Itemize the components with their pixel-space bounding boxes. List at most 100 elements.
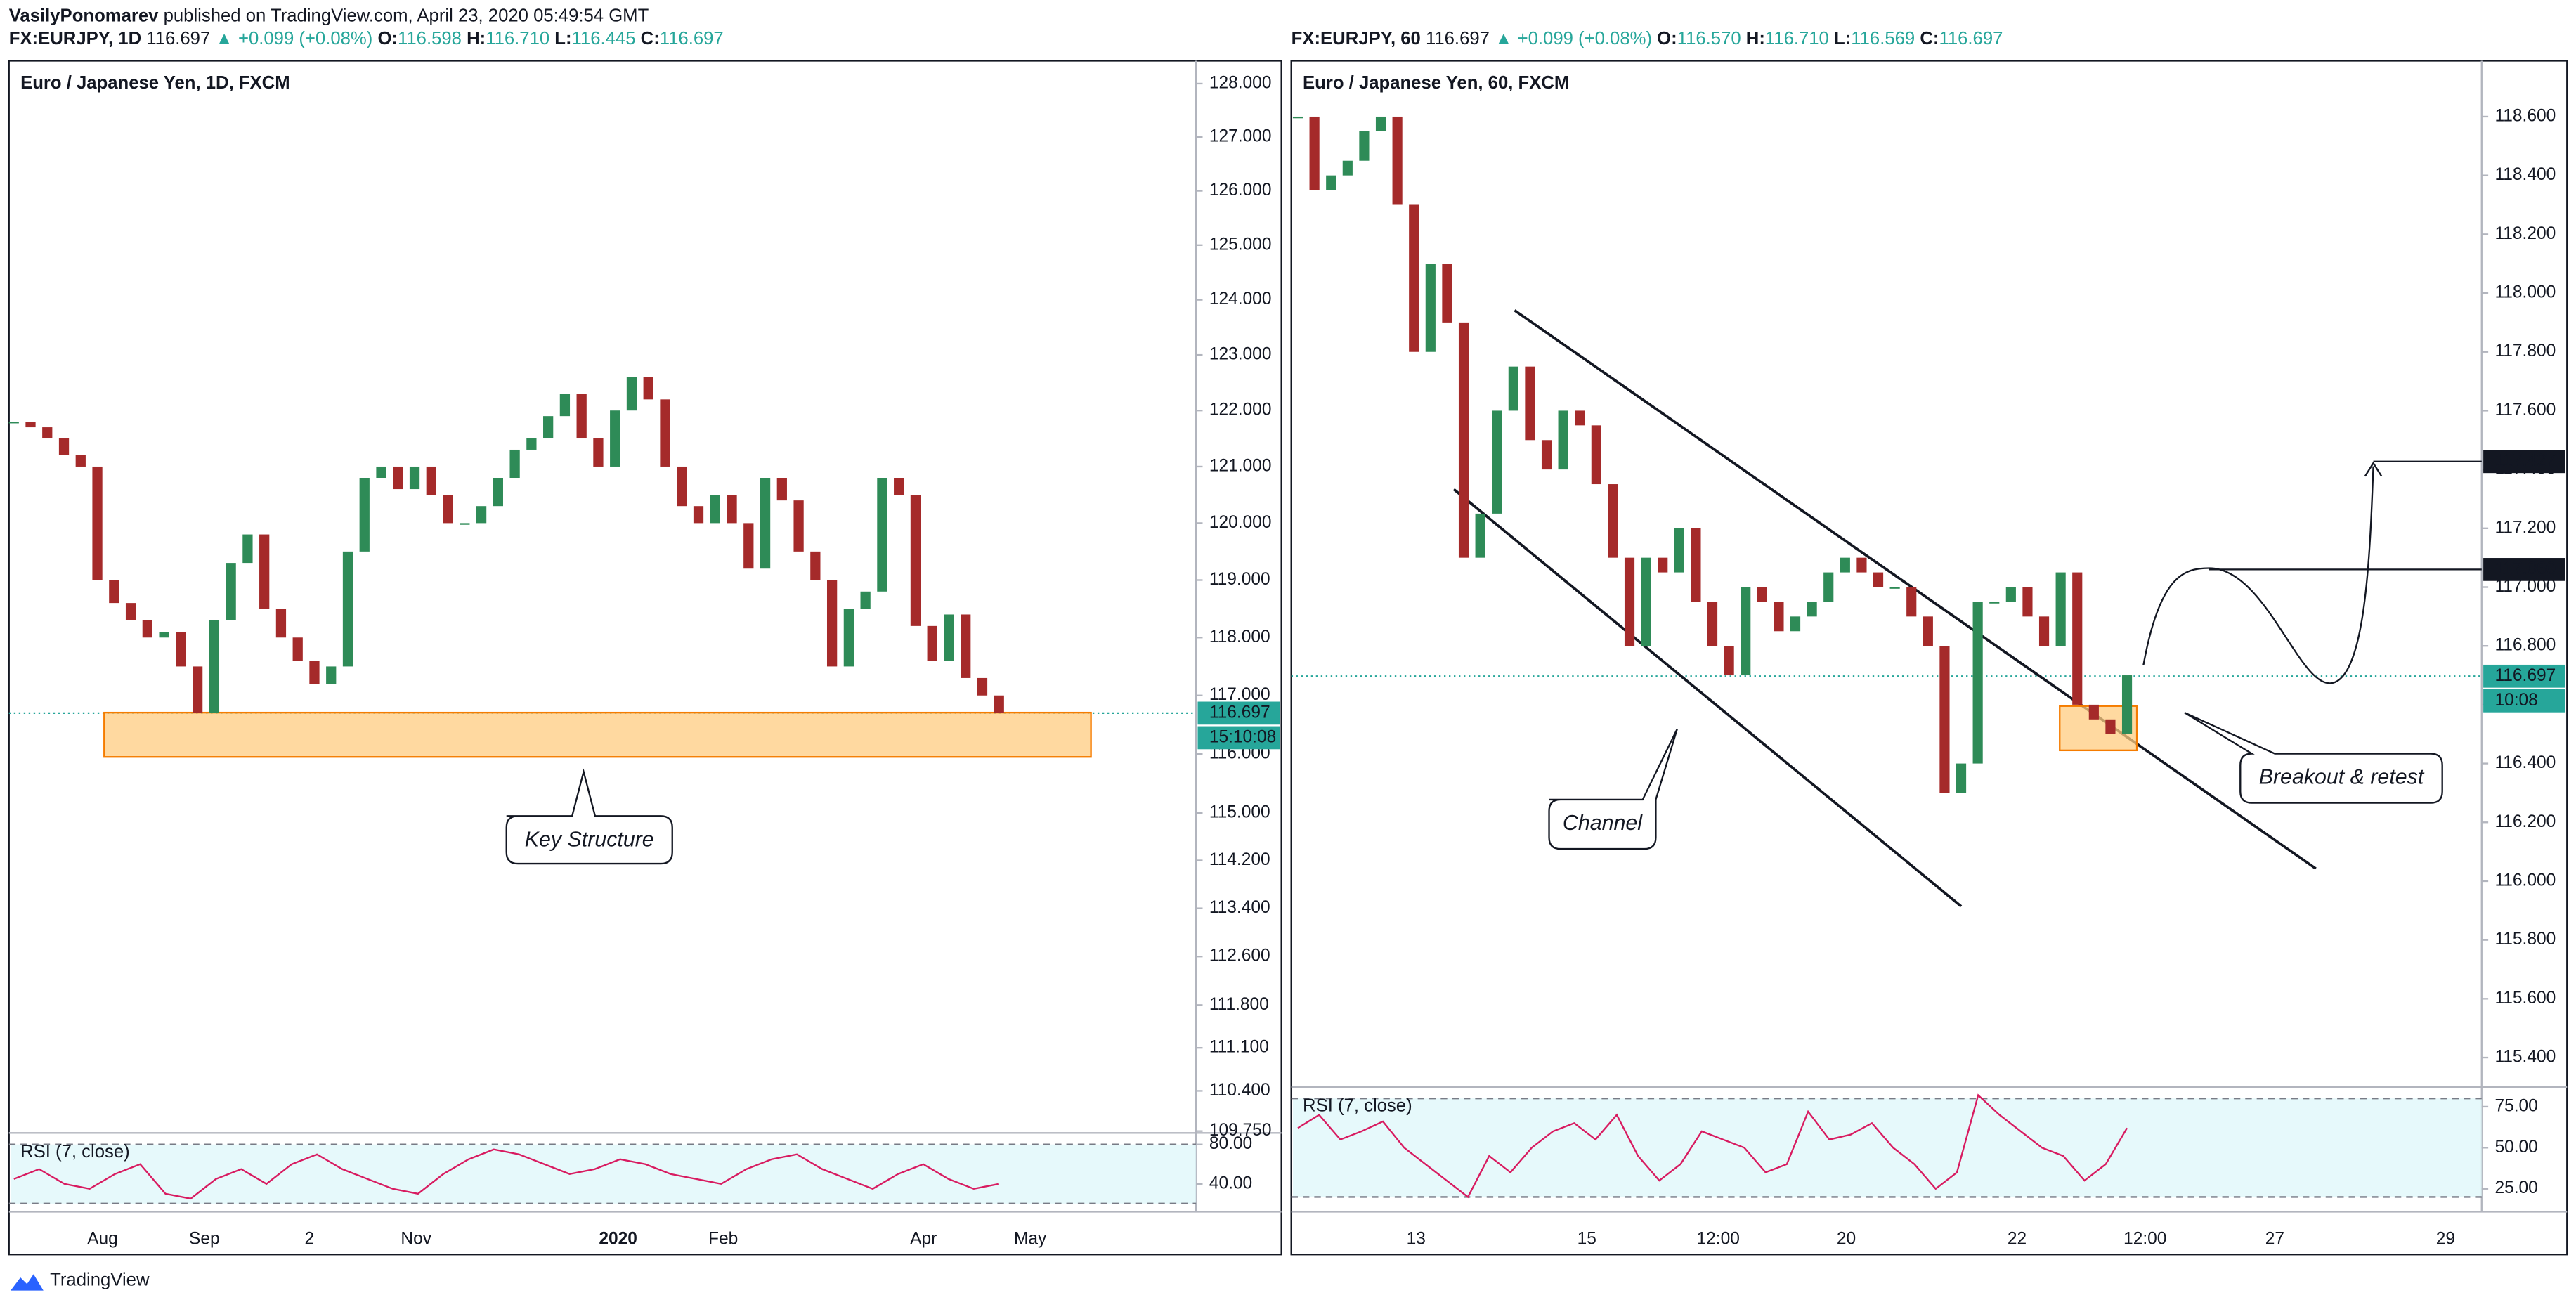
publisher: VasilyPonomarev xyxy=(9,6,159,25)
candle xyxy=(593,438,604,467)
arrow-head xyxy=(2364,461,2383,477)
candle xyxy=(1392,116,1403,205)
y-tick-label: 120.000 xyxy=(1209,513,1272,532)
y-tick-label: 113.400 xyxy=(1209,898,1270,917)
y-tick-label: 116.000 xyxy=(2494,871,2556,890)
candle xyxy=(359,478,370,552)
candle xyxy=(894,478,904,495)
ohlc-value: 116.598 xyxy=(398,29,462,48)
ohlc-value: 116.570 xyxy=(1677,29,1741,48)
x-tick-label: 15 xyxy=(1578,1230,1596,1249)
candle xyxy=(1442,264,1452,323)
price-label: 116.697 xyxy=(2494,666,2556,685)
candle xyxy=(242,534,253,564)
x-tick-label: 22 xyxy=(2008,1230,2027,1249)
ohlc-value: 116.697 xyxy=(660,29,724,48)
candle xyxy=(109,580,119,604)
candle xyxy=(1807,602,1817,617)
y-tick-label: 125.000 xyxy=(1209,235,1272,254)
candle xyxy=(192,666,203,713)
ohlc-value: 116.710 xyxy=(486,29,549,48)
candle xyxy=(1292,116,1303,119)
candle xyxy=(2072,572,2083,705)
candle xyxy=(660,399,670,467)
candle xyxy=(1741,587,1751,676)
candle xyxy=(1508,366,1518,411)
candle xyxy=(1525,366,1535,441)
candle xyxy=(1409,204,1419,352)
countdown-bg xyxy=(1197,726,1280,750)
price-label: 116.697 xyxy=(1209,703,1270,722)
candle xyxy=(58,438,70,455)
last-price: 116.697 xyxy=(146,29,210,48)
y-tick-label: 124.000 xyxy=(1209,290,1272,308)
candle xyxy=(626,377,637,411)
candle xyxy=(693,506,704,524)
price-label-bg xyxy=(2483,664,2565,688)
rsi-tick-label: 25.00 xyxy=(2494,1178,2537,1197)
candle xyxy=(1326,175,1336,190)
brand: TradingView xyxy=(50,1270,150,1289)
chart-title: Euro / Japanese Yen, 1D, FXCM xyxy=(20,73,290,93)
candle xyxy=(1972,602,1983,764)
candle xyxy=(2121,675,2133,734)
candle xyxy=(393,466,403,490)
candle xyxy=(977,677,988,696)
candle xyxy=(1641,557,1651,646)
candle xyxy=(776,478,787,501)
candle xyxy=(1939,646,1950,793)
candle xyxy=(125,603,136,620)
candle xyxy=(1774,602,1784,632)
countdown: 15:10:08 xyxy=(1209,727,1276,746)
x-tick-label: Aug xyxy=(87,1230,118,1249)
rsi-tick-label: 80.00 xyxy=(1209,1134,1252,1153)
x-tick-label: Nov xyxy=(401,1230,431,1249)
y-tick-label: 117.800 xyxy=(2494,342,2556,360)
candle xyxy=(710,495,720,524)
candle xyxy=(460,523,470,525)
y-tick-label: 126.000 xyxy=(1209,181,1272,200)
rsi-title: RSI (7, close) xyxy=(1303,1096,1412,1116)
ohlc-value: 116.697 xyxy=(1939,29,2003,48)
symbol-header: FX:EURJPY, 1D 116.697 ▲ +0.099 (+0.08%) … xyxy=(9,29,724,48)
candle xyxy=(275,609,287,638)
candle xyxy=(209,620,220,713)
level-label: 117.060 xyxy=(2494,559,2556,578)
y-tick-label: 112.600 xyxy=(1209,947,1270,965)
candle xyxy=(1658,557,1668,573)
candle xyxy=(476,506,487,524)
candle xyxy=(326,666,337,684)
header-line: VasilyPonomarev published on TradingView… xyxy=(9,6,649,25)
rsi-line xyxy=(13,1148,999,1200)
level-label-bg xyxy=(2483,558,2565,581)
candle xyxy=(760,478,771,569)
candle xyxy=(1707,602,1718,646)
y-tick-label: 115.400 xyxy=(2494,1048,2556,1067)
rsi-tick-label: 40.00 xyxy=(1209,1173,1252,1192)
y-tick-label: 118.600 xyxy=(2494,106,2556,125)
candle xyxy=(793,500,804,552)
candle xyxy=(1674,528,1684,573)
candle xyxy=(810,551,821,580)
candle xyxy=(1856,557,1867,573)
countdown-bg xyxy=(2483,689,2565,713)
price-label-bg xyxy=(1197,701,1280,725)
candle xyxy=(1309,116,1320,190)
candle xyxy=(1591,425,1601,485)
candle xyxy=(994,695,1004,713)
last-price: 116.697 xyxy=(1426,29,1490,48)
change: ▲ +0.099 (+0.08%) xyxy=(1495,29,1652,48)
y-tick-label: 110.400 xyxy=(1209,1081,1270,1100)
candle xyxy=(226,563,236,620)
projection-path xyxy=(2142,466,2374,684)
candle xyxy=(2005,587,2016,602)
y-tick-label: 118.400 xyxy=(2494,165,2556,184)
candle xyxy=(944,614,954,661)
countdown: 10:08 xyxy=(2494,691,2537,710)
published: published on TradingView.com, April 23, … xyxy=(164,6,649,25)
candle xyxy=(142,620,152,638)
candle xyxy=(643,377,653,400)
y-tick-label: 115.800 xyxy=(2494,930,2556,949)
candle xyxy=(877,478,887,592)
